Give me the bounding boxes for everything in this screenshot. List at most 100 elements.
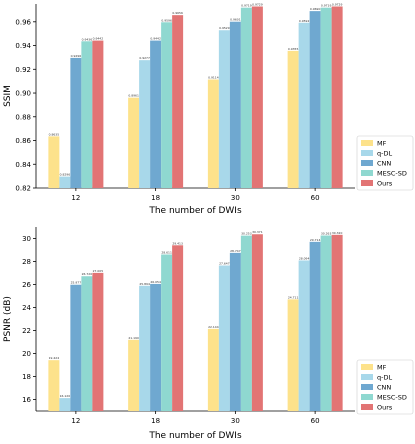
legend-entry: MF	[377, 364, 387, 372]
y-tick-label: 16	[22, 396, 31, 404]
bar	[139, 60, 151, 189]
bar-value-label: 28.611	[161, 250, 172, 254]
bar	[298, 260, 310, 411]
x-axis-title: The number of DWIs	[148, 431, 242, 441]
legend: MF q-DL CNN MESC-SD Ours	[356, 359, 414, 415]
bar-value-label: 0.9729	[252, 2, 263, 6]
legend-entry: q-DL	[377, 150, 392, 158]
y-tick-label: 0.96	[15, 18, 31, 26]
bar	[229, 21, 241, 188]
bar	[128, 97, 140, 188]
x-tick-label: 18	[151, 417, 160, 425]
bar-value-label: 0.9296	[71, 54, 82, 58]
bar	[240, 7, 252, 189]
x-tick-label: 30	[231, 194, 240, 202]
bar-value-label: 25.977	[71, 281, 82, 285]
bar-value-label: 0.9277	[139, 56, 150, 60]
x-tick-label: 60	[311, 417, 320, 425]
legend-swatch	[361, 160, 373, 166]
bar	[150, 40, 162, 189]
legend-entry: MF	[377, 140, 387, 148]
bar-value-label: 0.9690	[310, 7, 321, 11]
bar-value-label: 29.714	[310, 238, 321, 242]
bar	[59, 176, 71, 188]
legend-entry: MESC-SD	[377, 394, 407, 402]
bar	[320, 235, 332, 411]
y-axis-title: SSIM	[3, 85, 13, 107]
bar	[320, 7, 332, 189]
legend-entry: q-DL	[377, 374, 392, 382]
bar-value-label: 0.9596	[161, 18, 172, 22]
bar-value-label: 0.8635	[49, 132, 60, 136]
legend-entry: Ours	[377, 404, 393, 412]
psnr-chart: 16 18 20 22 24 26 28 30 12 19.424 16.120 25.977 26.7…	[3, 227, 414, 441]
bar-value-label: 26.054	[150, 280, 161, 284]
bar	[251, 6, 263, 188]
bar-value-label: 27.647	[219, 262, 230, 266]
bar-value-label: 0.9114	[208, 75, 219, 79]
bar	[309, 11, 321, 189]
bar	[48, 136, 60, 188]
legend-frame	[356, 359, 414, 415]
bar-value-label: 0.9729	[332, 2, 343, 6]
x-tick-label: 12	[71, 194, 80, 202]
bar	[287, 299, 299, 411]
legend-entry: Ours	[377, 180, 393, 188]
bar-value-label: 24.711	[288, 295, 299, 299]
y-tick-label: 18	[22, 373, 31, 381]
bar-value-label: 19.424	[49, 356, 60, 360]
y-tick-label: 0.94	[15, 42, 31, 50]
bar	[59, 398, 71, 411]
bar	[298, 22, 310, 188]
bar-value-label: 22.144	[208, 325, 219, 329]
y-tick-label: 28	[22, 258, 31, 266]
bar-value-label: 0.9442	[93, 37, 104, 41]
bar	[218, 265, 230, 411]
y-tick-label: 22	[22, 327, 31, 335]
bar	[81, 41, 93, 188]
bar	[150, 283, 162, 411]
bar	[331, 234, 343, 411]
y-tick-label: 20	[22, 350, 31, 358]
bar-value-label: 25.894	[139, 282, 150, 286]
bar	[240, 235, 252, 411]
legend-entry: MESC-SD	[377, 170, 407, 178]
bar	[70, 57, 82, 188]
bar	[229, 252, 241, 411]
x-axis-title: The number of DWIs	[148, 206, 242, 216]
bar-value-label: 21.190	[128, 336, 139, 340]
y-tick-label: 30	[22, 235, 31, 243]
bar	[128, 339, 140, 411]
bar	[331, 6, 343, 188]
bar-value-label: 0.9436	[82, 37, 93, 41]
bar-value-label: 0.9656	[172, 11, 183, 15]
bar-value-label: 28.094	[299, 256, 310, 260]
legend-swatch	[361, 170, 373, 176]
legend-swatch	[361, 374, 373, 380]
y-tick-label: 0.84	[15, 161, 31, 169]
ssim-chart: 0.82 0.84 0.86 0.88 0.90 0.92 0.94 0.96 12 0.8635…	[3, 2, 414, 216]
bar-value-label: 30.253	[241, 232, 252, 236]
y-tick-label: 0.90	[15, 90, 31, 98]
bar	[251, 234, 263, 411]
x-tick-label: 18	[151, 194, 160, 202]
bar	[218, 30, 230, 189]
bar-value-label: 16.120	[60, 394, 71, 398]
y-tick-label: 0.92	[15, 66, 31, 74]
legend-swatch	[361, 394, 373, 400]
bar-value-label: 0.8296	[60, 173, 71, 177]
bar-value-label: 29.413	[172, 241, 183, 245]
bar	[161, 22, 173, 188]
bar	[287, 50, 299, 189]
y-tick-label: 26	[22, 281, 31, 289]
y-axis-title: PSNR (dB)	[3, 296, 13, 342]
bar	[207, 79, 219, 188]
y-tick-label: 0.86	[15, 137, 31, 145]
legend-frame	[356, 135, 414, 191]
bar	[161, 254, 173, 411]
x-tick-label: 30	[231, 417, 240, 425]
y-tick-label: 24	[22, 304, 31, 312]
bar-value-label: 0.9719	[241, 4, 252, 8]
bar-value-label: 0.9529	[219, 26, 230, 30]
